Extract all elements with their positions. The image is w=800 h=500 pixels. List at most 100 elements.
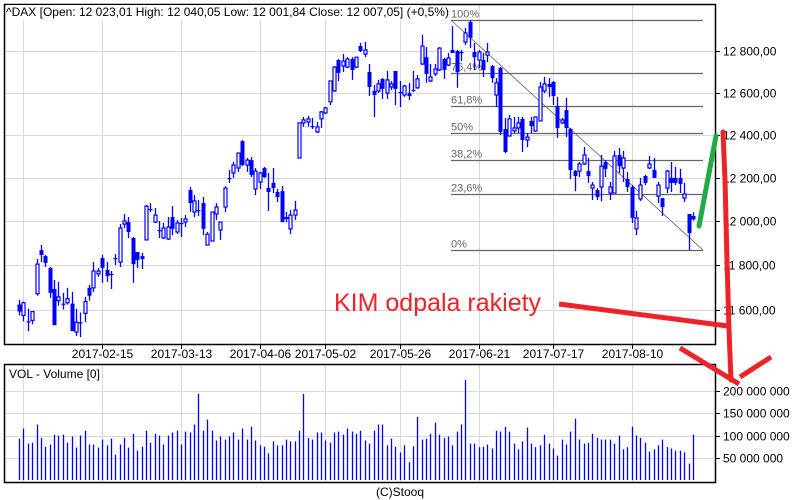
- candle: [599, 154, 604, 202]
- candle: [205, 231, 210, 246]
- fibonacci-level-label: 100%: [451, 9, 479, 21]
- candle: [65, 287, 70, 305]
- candle-body-up: [245, 159, 250, 166]
- candle: [105, 262, 110, 282]
- candle: [525, 133, 530, 148]
- candle: [166, 217, 171, 240]
- candle-body-up: [577, 163, 582, 172]
- candle: [678, 168, 683, 194]
- candle: [78, 312, 83, 338]
- candle: [135, 252, 140, 268]
- candle: [433, 63, 438, 76]
- candle-body-up: [231, 164, 236, 174]
- candle-body-up: [376, 83, 381, 92]
- candle-body-down: [625, 179, 630, 188]
- candle-body-down: [678, 177, 683, 184]
- candle-body-up: [446, 57, 451, 66]
- candle: [555, 96, 560, 138]
- candle-body-down: [455, 50, 460, 73]
- candle-body-up: [612, 155, 617, 194]
- price-tick-label: 12 600,00: [723, 87, 777, 101]
- hand-drawn-annotation: KIM odpala rakiety: [334, 129, 773, 387]
- candle: [144, 205, 149, 241]
- candle-body-up: [599, 165, 604, 188]
- candle-body-up: [205, 233, 210, 246]
- candle-body-up: [507, 118, 512, 137]
- candle-body-down: [26, 321, 31, 323]
- candle-body-up: [485, 51, 490, 56]
- candle: [74, 308, 79, 336]
- volume-panel-frame: [3, 363, 717, 484]
- candle: [70, 291, 75, 332]
- candle: [551, 80, 556, 105]
- fibonacci-level-label: 50%: [451, 122, 473, 134]
- candle-body-flat: [157, 230, 162, 232]
- candle-body-up: [210, 211, 215, 242]
- candle-body-up: [428, 76, 433, 82]
- candle-body-down: [673, 177, 678, 183]
- candle: [490, 65, 495, 83]
- candle: [52, 279, 57, 326]
- red-pointer-line: [558, 301, 729, 329]
- candle: [590, 182, 595, 201]
- candle-body-down: [468, 21, 473, 38]
- candle-body-down: [140, 256, 145, 259]
- candle: [336, 59, 341, 81]
- candle-body-flat: [196, 210, 201, 212]
- candle-body-down: [472, 52, 477, 58]
- candle-body-up: [175, 222, 180, 233]
- candle: [520, 116, 525, 152]
- candle: [420, 35, 425, 66]
- price-tick-label: 12 200,00: [723, 172, 777, 186]
- candle-body-up: [525, 136, 530, 141]
- candle-body-up: [420, 45, 425, 65]
- candle: [301, 116, 306, 127]
- candle: [533, 116, 538, 132]
- price-tick-label: 12 400,00: [723, 129, 777, 143]
- candle: [625, 171, 630, 193]
- candle-body-down: [358, 46, 363, 51]
- fibonacci-retracement: 100%76,4%61,8%50%38,2%23,6%0%: [450, 9, 704, 252]
- candle-body-down: [586, 171, 591, 177]
- candle: [455, 49, 460, 88]
- candle-body-down: [249, 160, 254, 175]
- candle-body-down: [380, 78, 385, 89]
- candle: [179, 217, 184, 238]
- candle-body-up: [319, 111, 324, 120]
- candle: [415, 74, 420, 89]
- candle-body-up: [297, 122, 302, 159]
- candle: [428, 63, 433, 83]
- candle-body-up: [385, 79, 390, 94]
- candle: [231, 162, 236, 178]
- candle: [35, 258, 40, 296]
- candle: [354, 56, 359, 69]
- candle: [538, 82, 543, 122]
- volume-tick-label: 150 000 000: [723, 407, 790, 421]
- candle-body-up: [402, 85, 407, 96]
- chart-title: ^DAX [Open: 12 023,01 High: 12 040,05 Lo…: [6, 5, 449, 19]
- candle-body-flat: [179, 222, 184, 225]
- candle-body-down: [126, 222, 131, 232]
- candle-body-down: [481, 60, 486, 70]
- fibonacci-level-label: 38,2%: [451, 149, 482, 161]
- candle: [236, 152, 241, 172]
- candle-body-up: [192, 200, 197, 213]
- candle-body-up: [538, 86, 543, 122]
- candle-body-down: [271, 182, 276, 189]
- candle: [367, 63, 372, 96]
- candle-body-up: [516, 122, 521, 129]
- price-tick-label: 12 000,00: [723, 215, 777, 229]
- candle-body-down: [275, 192, 280, 197]
- candle: [293, 200, 298, 220]
- candle: [280, 185, 285, 223]
- candle: [332, 66, 337, 93]
- candle-body-up: [74, 321, 79, 333]
- candle: [223, 186, 228, 213]
- candle-body-up: [21, 302, 26, 317]
- candle: [660, 198, 665, 216]
- candle: [477, 49, 482, 69]
- candle-body-up: [415, 78, 420, 89]
- candle: [498, 67, 503, 135]
- candle: [372, 84, 377, 117]
- candle-body-down: [52, 288, 57, 326]
